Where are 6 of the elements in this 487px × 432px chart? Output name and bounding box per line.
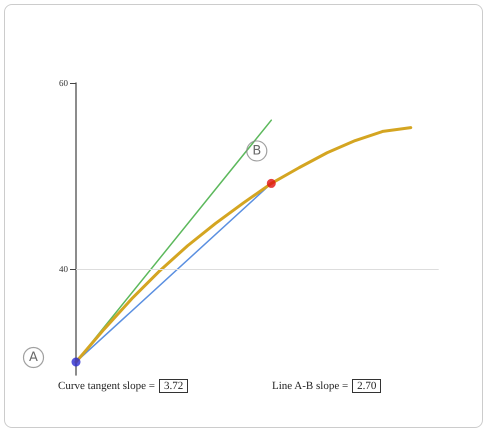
series-label: B <box>252 143 262 158</box>
y-tick-label: 40 <box>59 264 68 274</box>
text: Line A-B slope = 2.70 <box>272 379 378 393</box>
text: A <box>29 350 38 365</box>
text: Curve tangent slope = 3.72 <box>58 379 184 393</box>
y-tick-label: 60 <box>59 78 68 88</box>
